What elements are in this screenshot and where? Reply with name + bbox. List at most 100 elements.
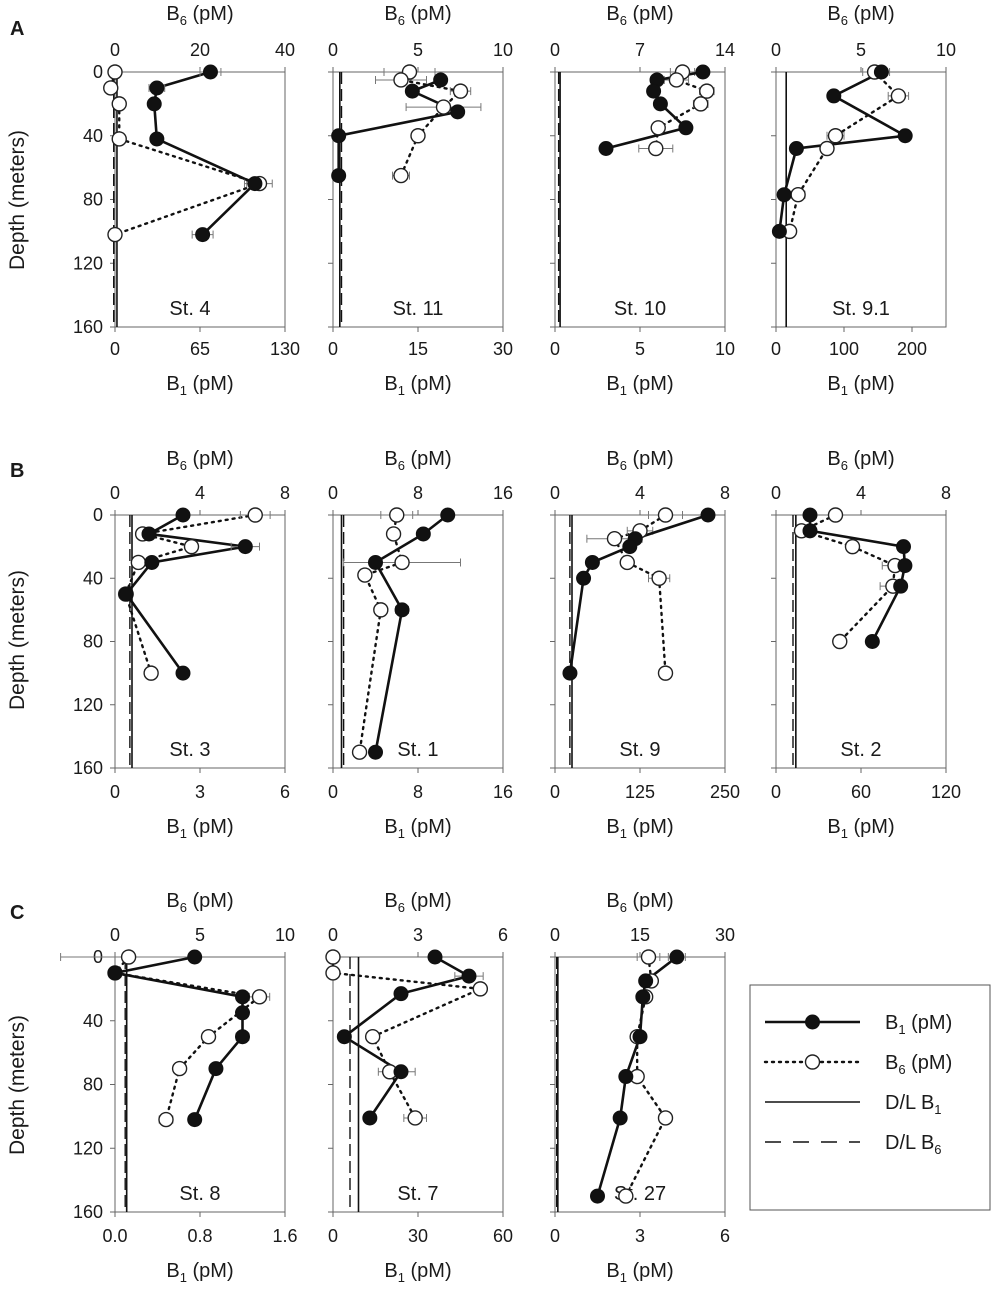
b1-point <box>404 83 420 99</box>
station-title: St. 9 <box>619 739 660 761</box>
b1-axis-label: B1 (pM) <box>606 1260 673 1285</box>
b1-axis-label-unit: (pM) <box>848 816 895 838</box>
depth-axis-label: Depth (meters) <box>6 130 29 270</box>
b1-point <box>652 96 668 112</box>
b1-point <box>235 1005 250 1021</box>
b1-tick-label: 6 <box>720 1226 730 1246</box>
b6-tick-label: 5 <box>413 40 423 60</box>
b6-axis-label: B6 (pM) <box>384 3 451 28</box>
b6-axis-label-base: B <box>166 448 179 470</box>
b1-axis-label-unit: (pM) <box>405 1260 452 1282</box>
b1-tick-label: 125 <box>625 782 655 802</box>
b1-point <box>873 64 889 80</box>
b6-point <box>407 1110 423 1126</box>
b1-point <box>368 744 383 760</box>
b6-tick-label: 3 <box>413 925 423 945</box>
b1-tick-label: 200 <box>897 339 927 359</box>
b6-point <box>200 1028 217 1045</box>
b6-axis-label-unit: (pM) <box>405 3 452 25</box>
b6-axis-label-base: B <box>606 448 619 470</box>
b1-point <box>632 1029 648 1045</box>
b6-axis-label: B6 (pM) <box>606 448 673 473</box>
b1-point <box>584 554 600 570</box>
b6-point <box>648 140 664 157</box>
b1-axis-label-sub: 1 <box>180 383 187 398</box>
b6-point <box>389 507 405 523</box>
legend-label-2: D/L B1 <box>885 1092 942 1117</box>
legend-b1-marker <box>805 1014 820 1030</box>
b6-axis-label: B6 (pM) <box>166 3 233 28</box>
legend-label-base: B <box>885 1012 898 1034</box>
b6-tick-label: 7 <box>635 40 645 60</box>
b1-tick-label: 0 <box>328 782 338 802</box>
b1-tick-label: 5 <box>635 339 645 359</box>
legend-label-sub: 1 <box>934 1102 941 1117</box>
b1-point <box>669 949 685 965</box>
b1-axis-label-sub: 1 <box>180 826 187 841</box>
b1-point <box>893 578 909 594</box>
b1-point <box>700 507 716 523</box>
b1-axis-label-base: B <box>606 1260 619 1282</box>
b1-tick-label: 0 <box>110 339 120 359</box>
b1-tick-label: 6 <box>280 782 290 802</box>
legend-label-1: B6 (pM) <box>885 1052 952 1077</box>
depth-tick-label: 160 <box>73 1202 103 1222</box>
b1-axis-label-unit: (pM) <box>187 1260 234 1282</box>
b6-axis-label-sub: 6 <box>398 900 405 915</box>
station-title: St. 8 <box>179 1183 220 1205</box>
depth-tick-label: 80 <box>83 190 103 210</box>
legend-box <box>749 984 991 1211</box>
b1-point <box>362 1110 378 1126</box>
b1-tick-label: 1.6 <box>272 1226 297 1246</box>
b6-point <box>668 72 685 88</box>
b1-tick-label: 60 <box>851 782 871 802</box>
b6-point <box>111 131 127 147</box>
b1-point <box>368 554 383 570</box>
b6-tick-label: 0 <box>550 925 560 945</box>
b6-series-line <box>331 955 485 1120</box>
b1-axis-label: B1 (pM) <box>166 1260 233 1285</box>
b1-tick-label: 120 <box>931 782 961 802</box>
b6-tick-label: 15 <box>630 925 650 945</box>
b6-point <box>143 665 159 681</box>
b6-axis-label-unit: (pM) <box>627 890 674 912</box>
b1-tick-label: 8 <box>413 782 423 802</box>
legend-label-base: D/L B <box>885 1132 934 1154</box>
b1-point <box>202 64 218 80</box>
b1-axis-label-sub: 1 <box>841 826 848 841</box>
station-title: St. 9.1 <box>832 298 890 320</box>
legend-label-0: B1 (pM) <box>885 1012 952 1037</box>
b1-point <box>638 973 654 989</box>
b6-tick-label: 0 <box>550 483 560 503</box>
b1-point <box>331 128 347 144</box>
b1-tick-label: 0 <box>550 782 560 802</box>
b6-point <box>325 965 341 981</box>
b1-tick-label: 0 <box>550 1226 560 1246</box>
b6-tick-label: 30 <box>715 925 735 945</box>
b6-point <box>650 120 666 136</box>
b6-tick-label: 14 <box>715 40 735 60</box>
b1-point <box>175 665 191 681</box>
b6-tick-label: 0 <box>110 925 120 945</box>
b6-tick-label: 4 <box>635 483 645 503</box>
b1-point <box>788 141 804 156</box>
b6-axis-label-base: B <box>827 448 840 470</box>
b6-point <box>657 665 674 681</box>
b1-tick-label: 250 <box>710 782 740 802</box>
b1-point <box>776 187 792 203</box>
b6-tick-label: 6 <box>498 925 508 945</box>
b6-point <box>111 96 127 112</box>
panel-label-a: A <box>10 18 24 40</box>
b6-tick-label: 5 <box>195 925 205 945</box>
plot-frame <box>554 514 726 769</box>
b6-tick-label: 0 <box>550 40 560 60</box>
b6-point <box>183 538 200 555</box>
b6-point <box>827 507 844 523</box>
b1-point <box>802 507 818 523</box>
b6-tick-label: 8 <box>720 483 730 503</box>
b6-axis-label-sub: 6 <box>180 900 187 915</box>
b6-point <box>435 99 452 115</box>
